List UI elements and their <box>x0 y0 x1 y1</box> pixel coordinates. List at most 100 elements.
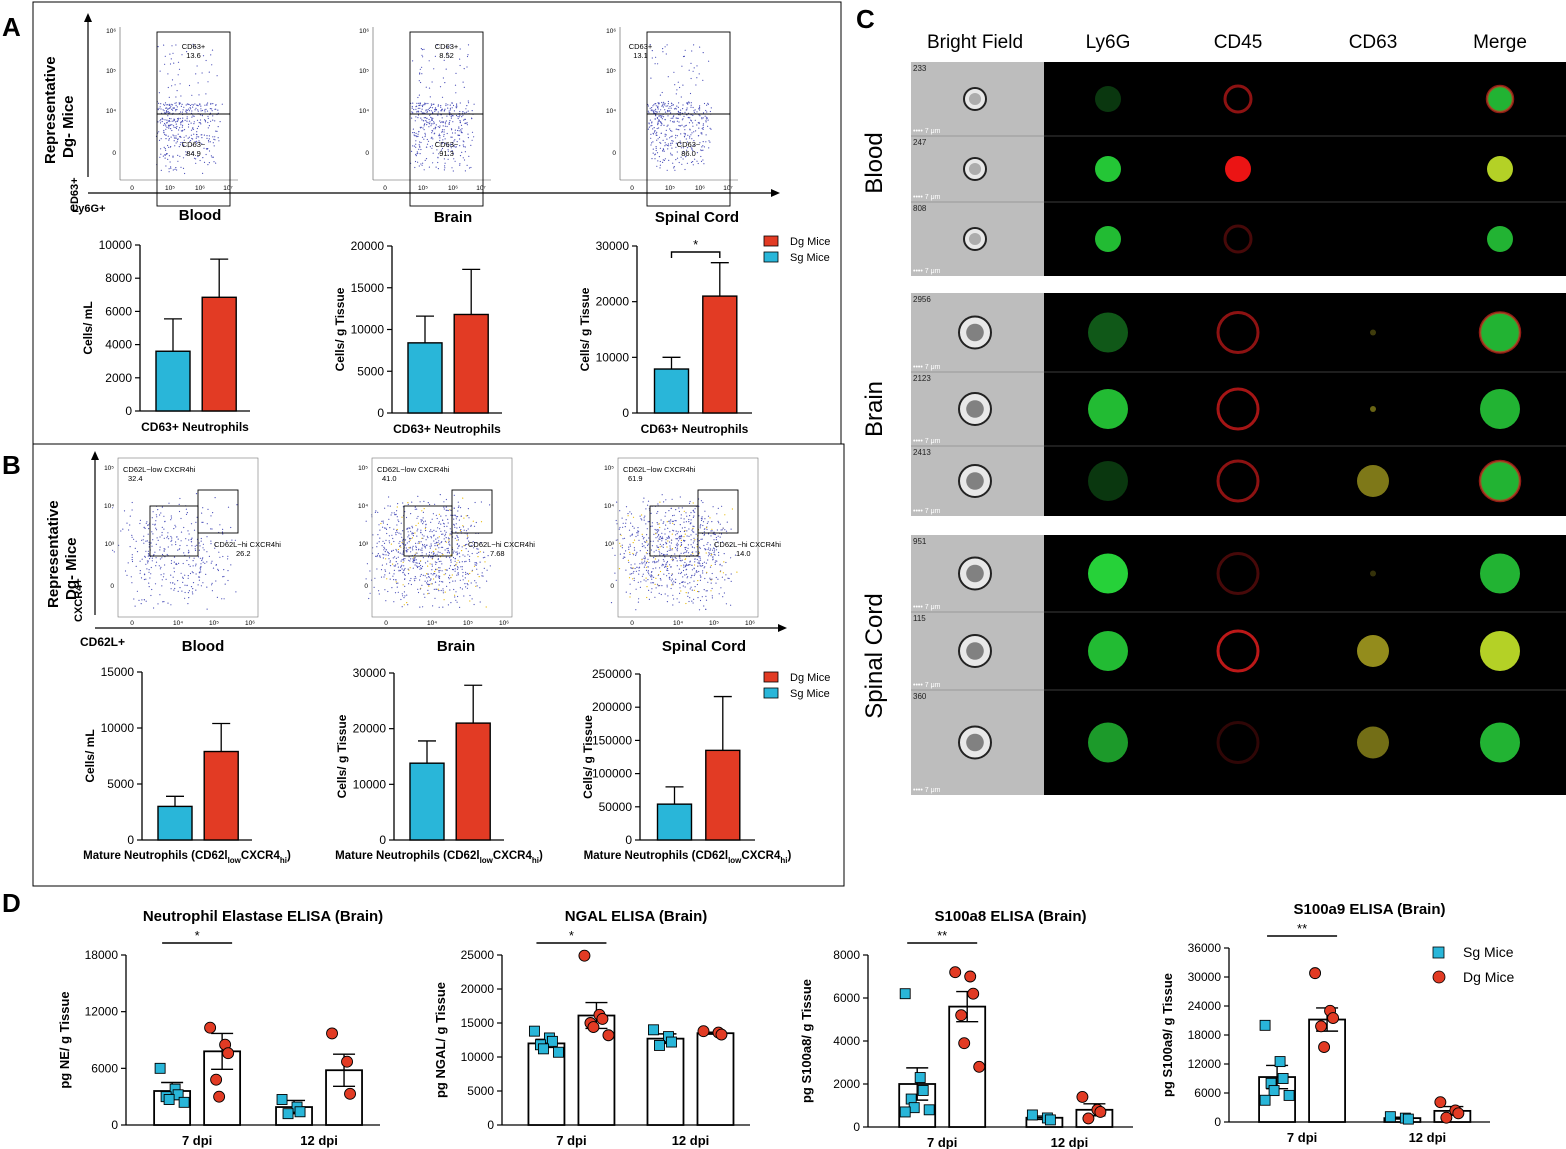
flow-x-tick: 10⁶ <box>195 185 205 192</box>
flow-dot <box>712 556 714 558</box>
flow-dot <box>439 528 441 530</box>
flow-dot <box>449 557 451 559</box>
flow-dot <box>442 77 444 79</box>
flow-dot <box>692 525 694 527</box>
flow-dot <box>676 143 679 145</box>
flow-dot <box>411 527 414 529</box>
flow-dot <box>671 539 673 541</box>
flow-x-tick: 10⁵ <box>463 620 473 627</box>
flow-dot <box>686 162 689 164</box>
flow-dot <box>164 548 166 550</box>
flow-dot <box>669 549 672 551</box>
flow-dot <box>211 528 213 530</box>
flow-dot <box>436 553 438 555</box>
flow-dot <box>227 506 230 508</box>
flow-dot <box>181 103 183 105</box>
flow-dot <box>659 141 661 144</box>
flow-dot <box>442 519 444 521</box>
flow-dot <box>632 572 634 574</box>
flow-dot <box>450 554 452 556</box>
flow-dot <box>629 545 632 547</box>
flow-dot <box>441 143 443 145</box>
flow-dot <box>433 122 435 124</box>
flow-dot <box>416 111 418 113</box>
flow-dot <box>203 549 205 551</box>
flow-frame <box>617 457 759 618</box>
flow-dot <box>656 546 659 548</box>
flow-dot <box>693 110 695 112</box>
flow-dot <box>427 589 429 592</box>
flow-dot <box>689 135 691 137</box>
flow-dot <box>709 579 712 581</box>
flow-dot <box>384 547 386 549</box>
flow-dot <box>435 514 437 516</box>
flow-dot <box>422 523 424 525</box>
flow-dot <box>682 576 684 578</box>
flow-dot <box>679 557 681 559</box>
flow-dot <box>457 595 459 598</box>
flow-dot <box>430 578 432 580</box>
flow-dot <box>174 583 176 585</box>
flow-dot <box>206 135 208 137</box>
flow-dot <box>667 595 669 597</box>
flow-dot <box>450 561 452 563</box>
flow-x-tick: 10⁷ <box>476 185 486 192</box>
flow-dot <box>196 127 198 130</box>
flow-dot <box>158 107 160 109</box>
data-point-dg <box>1440 1111 1453 1124</box>
flow-dot <box>211 582 213 585</box>
flow-dot <box>450 559 452 561</box>
flow-dot <box>147 533 149 535</box>
flow-dot <box>463 146 465 148</box>
flow-dot <box>167 144 169 147</box>
flow-dot <box>668 572 670 575</box>
flow-dot <box>687 592 689 594</box>
flow-dot <box>430 545 432 547</box>
flow-dot <box>671 142 673 144</box>
flow-dot <box>460 515 462 517</box>
flow-dot <box>653 109 655 111</box>
chart-title: Neutrophil Elastase ELISA (Brain) <box>143 908 383 925</box>
flow-dot <box>195 493 198 495</box>
brightfield-cell <box>963 87 987 111</box>
flow-dot <box>396 528 398 531</box>
flow-dot <box>445 541 447 543</box>
flow-dot <box>430 110 432 112</box>
flow-dot <box>446 525 448 528</box>
flow-dot <box>676 151 678 153</box>
flow-dot <box>691 564 693 567</box>
flow-dot <box>171 104 174 106</box>
legend-swatch-sg <box>763 251 779 263</box>
flow-dot <box>451 102 453 104</box>
flow-dot <box>437 111 439 113</box>
flow-dot <box>715 549 718 551</box>
flow-dot <box>206 104 208 106</box>
scale-bar: •••• 7 μm <box>913 128 941 135</box>
flow-dot <box>441 131 443 133</box>
flow-dot <box>657 585 659 587</box>
data-point-sg <box>1283 1089 1295 1101</box>
flow-dot <box>150 542 152 544</box>
flow-dot <box>679 545 682 548</box>
flow-dot <box>669 522 671 524</box>
flow-dot <box>423 535 425 537</box>
flow-dot <box>167 602 169 604</box>
flow-dot <box>452 153 454 155</box>
flow-dot <box>696 583 699 586</box>
flow-dot <box>163 44 165 46</box>
flow-dot <box>672 529 674 531</box>
flow-dot <box>644 558 646 560</box>
cd45-signal <box>1225 156 1251 182</box>
flow-dot <box>393 540 395 543</box>
flow-dot <box>194 103 196 105</box>
x-category-label: 7 dpi <box>1287 1130 1317 1145</box>
flow-dot <box>170 128 172 130</box>
representative-label: Representative <box>42 56 59 164</box>
x-axis-title-subscript: low <box>728 856 742 865</box>
flow-dot <box>639 550 641 552</box>
flow-dot <box>700 500 703 502</box>
flow-dot <box>178 117 180 119</box>
scale-bar: •••• 7 μm <box>913 438 941 445</box>
flow-dot <box>477 556 479 558</box>
flow-dot <box>676 542 678 544</box>
